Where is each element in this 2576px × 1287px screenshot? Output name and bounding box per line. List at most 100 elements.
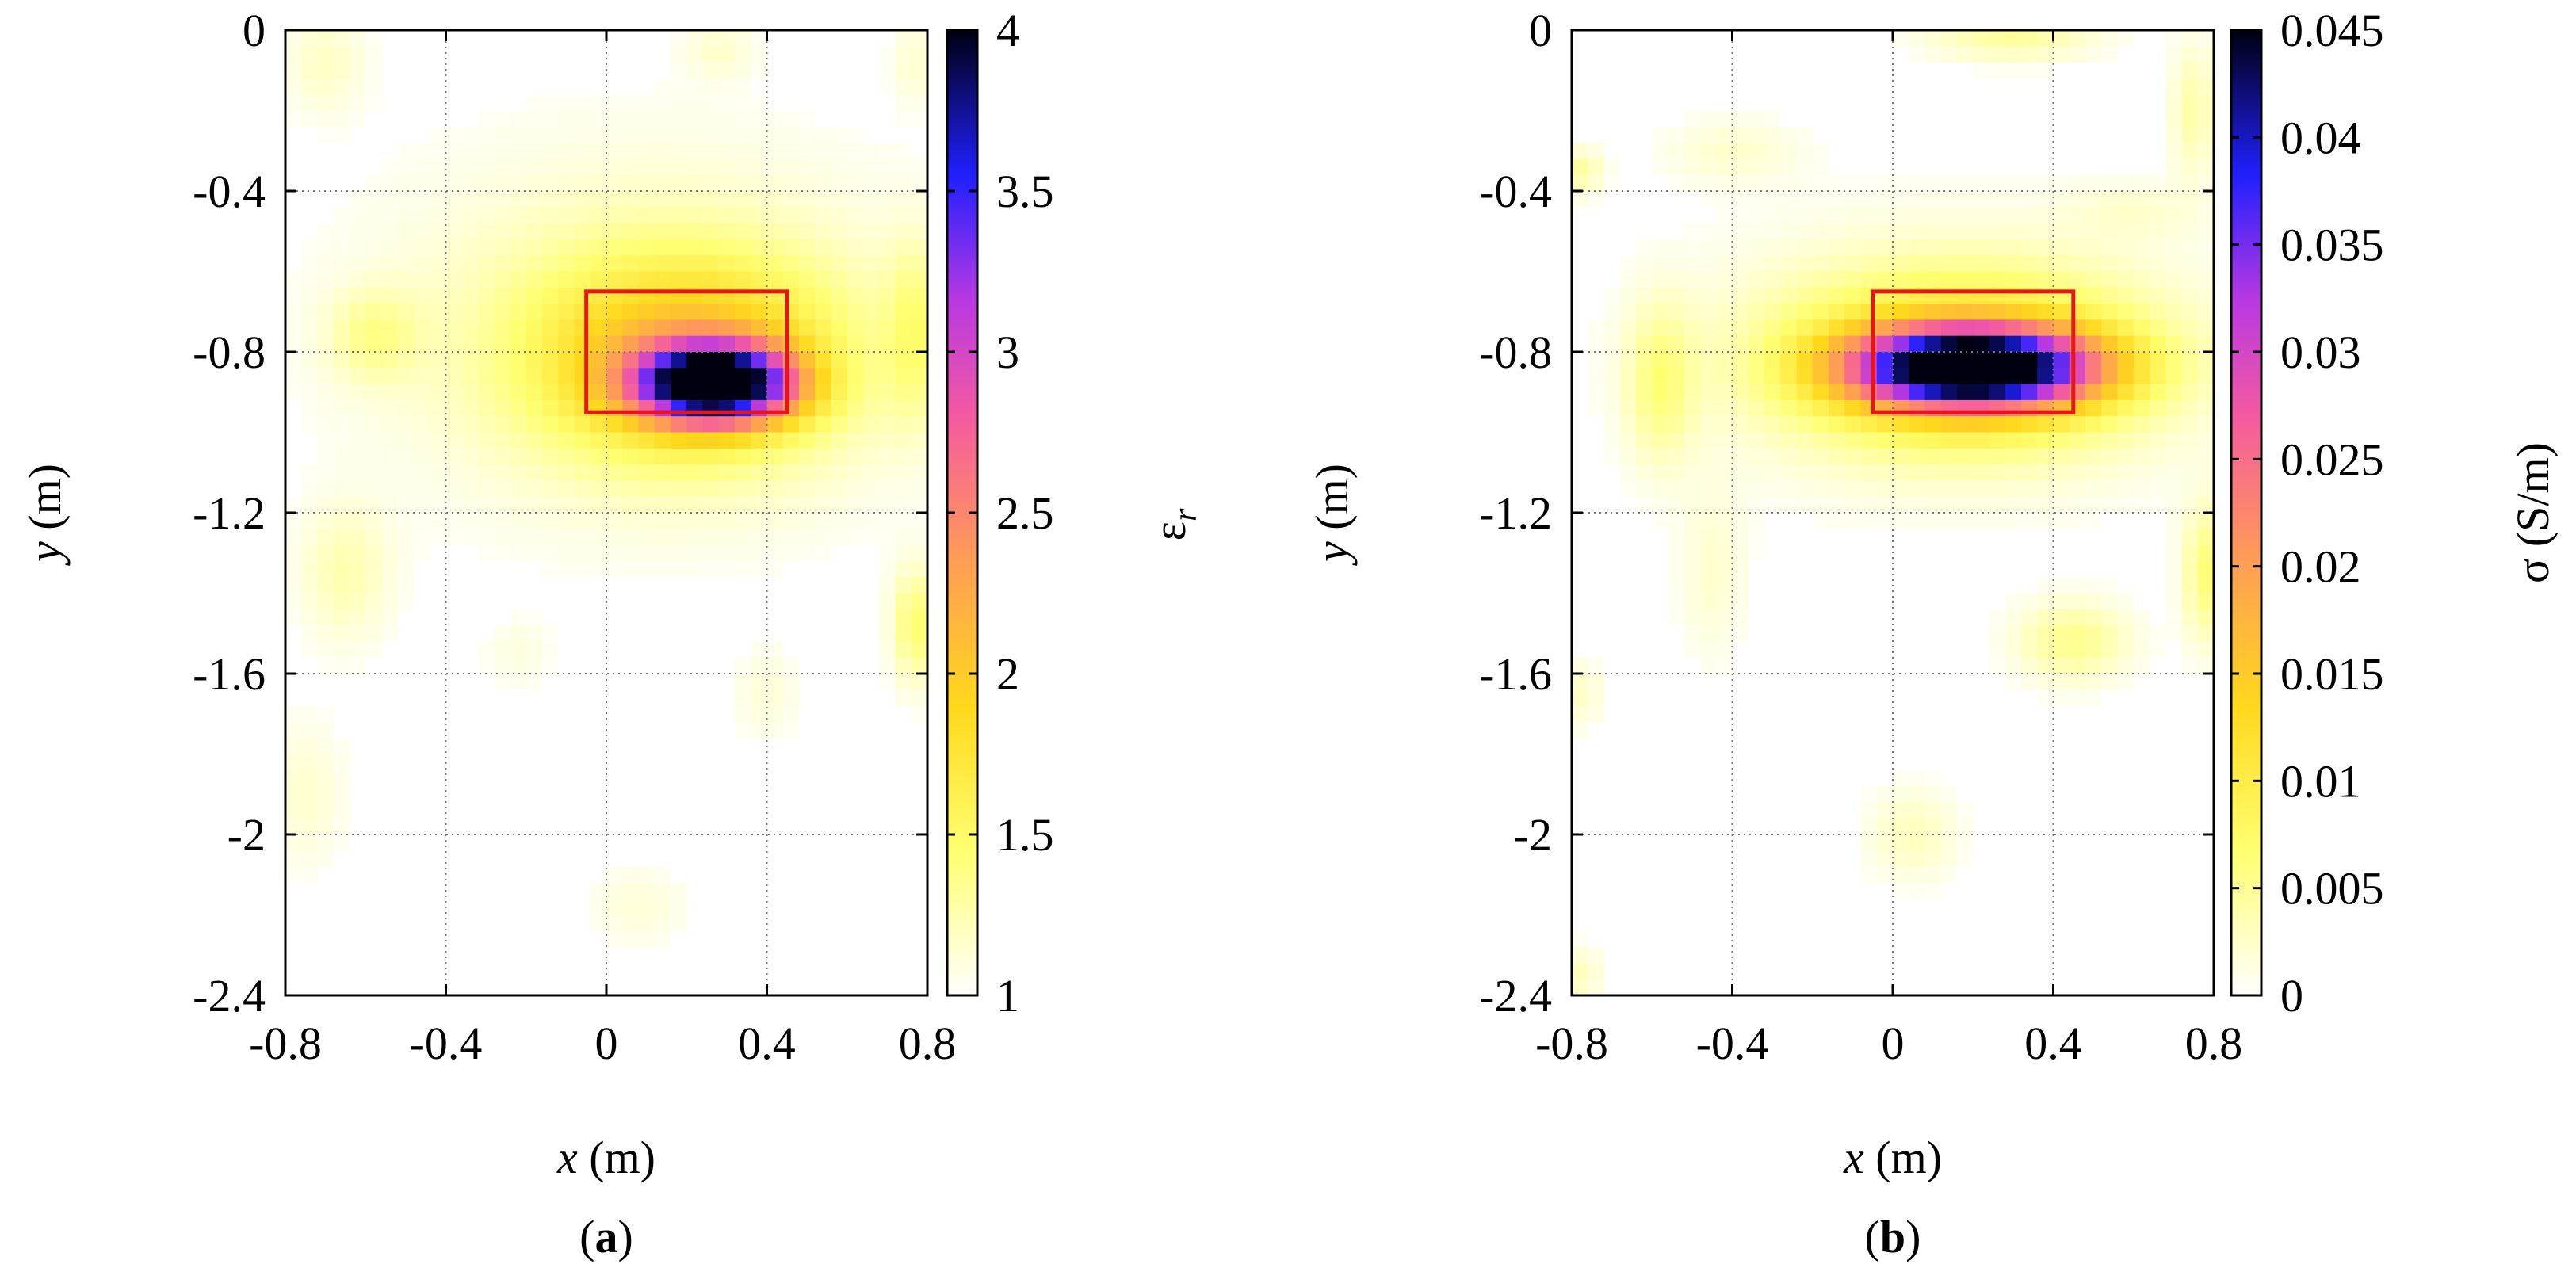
heatmap-cell	[1684, 513, 1701, 529]
heatmap-cell	[461, 271, 479, 288]
heatmap-cell	[879, 158, 896, 176]
heatmap-cell	[1796, 143, 1814, 159]
heatmap-cell	[317, 721, 334, 739]
heatmap-cell	[2053, 319, 2070, 337]
heatmap-cell	[863, 496, 880, 514]
heatmap-cell	[2037, 191, 2054, 208]
heatmap-cell	[1732, 560, 1749, 578]
heatmap-cell	[1860, 255, 1878, 273]
heatmap-cell	[911, 641, 928, 659]
heatmap-cell	[2085, 271, 2102, 288]
heatmap-cell	[350, 352, 366, 369]
heatmap-cell	[1748, 416, 1765, 433]
heatmap-cell	[1829, 239, 1845, 256]
heatmap-cell	[686, 239, 704, 256]
heatmap-cell	[799, 335, 816, 353]
heatmap-cell	[301, 802, 319, 819]
heatmap-cell	[510, 223, 527, 240]
heatmap-cell	[2101, 432, 2119, 449]
heatmap-cell	[558, 335, 575, 353]
heatmap-cell	[1619, 368, 1637, 385]
heatmap-cell	[766, 529, 784, 546]
heatmap-cell	[751, 304, 768, 320]
heatmap-cell	[478, 335, 495, 353]
heatmap-cell	[590, 544, 607, 562]
heatmap-cell	[2181, 384, 2199, 401]
heatmap-cell	[301, 335, 319, 353]
heatmap-cell	[751, 544, 768, 562]
heatmap-cell	[478, 657, 495, 674]
heatmap-cell	[686, 496, 704, 514]
heatmap-cell	[1732, 158, 1749, 176]
heatmap-cell	[815, 544, 832, 562]
heatmap-cell	[654, 158, 671, 176]
heatmap-cell	[622, 223, 640, 240]
heatmap-cell	[735, 464, 751, 481]
heatmap-cell	[638, 126, 655, 143]
heatmap-cell	[445, 126, 463, 143]
heatmap-cell	[365, 46, 383, 63]
heatmap-cell	[2165, 126, 2183, 143]
heatmap-cell	[735, 399, 751, 417]
heatmap-cell	[1973, 416, 1990, 433]
heatmap-cell	[510, 271, 527, 288]
heatmap-cell	[2005, 223, 2022, 240]
heatmap-cell	[1732, 239, 1749, 256]
heatmap-cell	[333, 448, 350, 465]
heatmap-cell	[751, 158, 768, 176]
heatmap-cell	[1957, 30, 1974, 47]
heatmap-cell	[414, 191, 430, 208]
heatmap-cell	[430, 496, 447, 514]
heatmap-cell	[2133, 352, 2150, 369]
heatmap-cell	[1860, 416, 1878, 433]
heatmap-cell	[847, 529, 864, 546]
heatmap-cell	[317, 754, 334, 771]
heatmap-cell	[445, 207, 463, 224]
heatmap-cell	[1668, 544, 1685, 562]
heatmap-cell	[1860, 464, 1878, 481]
heatmap-cell	[718, 78, 736, 95]
heatmap-cell	[2101, 46, 2119, 63]
heatmap-cell	[2053, 368, 2070, 385]
heatmap-cell	[494, 368, 511, 385]
heatmap-cell	[2181, 62, 2199, 79]
heatmap-cell	[782, 416, 800, 433]
heatmap-cell	[558, 480, 575, 498]
heatmap-cell	[911, 271, 928, 288]
heatmap-cell	[654, 78, 671, 95]
heatmap-cell	[1780, 239, 1798, 256]
heatmap-cell	[478, 480, 495, 498]
heatmap-cell	[1748, 432, 1765, 449]
heatmap-cell	[317, 705, 334, 723]
heatmap-cell	[1716, 593, 1733, 610]
heatmap-cell	[847, 480, 864, 498]
heatmap-cell	[430, 287, 447, 304]
heatmap-cell	[735, 46, 751, 63]
heatmap-cell	[590, 304, 607, 320]
heatmap-cell	[445, 513, 463, 529]
heatmap-cell	[2181, 416, 2199, 433]
heatmap-cell	[494, 143, 511, 159]
heatmap-cell	[2021, 368, 2038, 385]
heatmap-cell	[2085, 191, 2102, 208]
heatmap-cell	[1684, 239, 1701, 256]
heatmap-cell	[654, 207, 671, 224]
heatmap-cell	[510, 399, 527, 417]
heatmap-cell	[1812, 416, 1829, 433]
heatmap-cell	[1860, 818, 1878, 835]
heatmap-cell	[686, 335, 704, 353]
heatmap-cell	[2117, 641, 2135, 659]
heatmap-cell	[1989, 319, 2006, 337]
heatmap-cell	[751, 432, 768, 449]
heatmap-cell	[606, 432, 623, 449]
heatmap-cell	[365, 480, 383, 498]
heatmap-cell	[1716, 158, 1733, 176]
heatmap-cell	[510, 529, 527, 546]
heatmap-cell	[606, 529, 623, 546]
heatmap-cell	[526, 641, 543, 659]
heatmap-cell	[2085, 174, 2102, 192]
heatmap-cell	[478, 544, 495, 562]
heatmap-cell	[654, 432, 671, 449]
heatmap-cell	[606, 126, 623, 143]
heatmap-cell	[445, 239, 463, 256]
